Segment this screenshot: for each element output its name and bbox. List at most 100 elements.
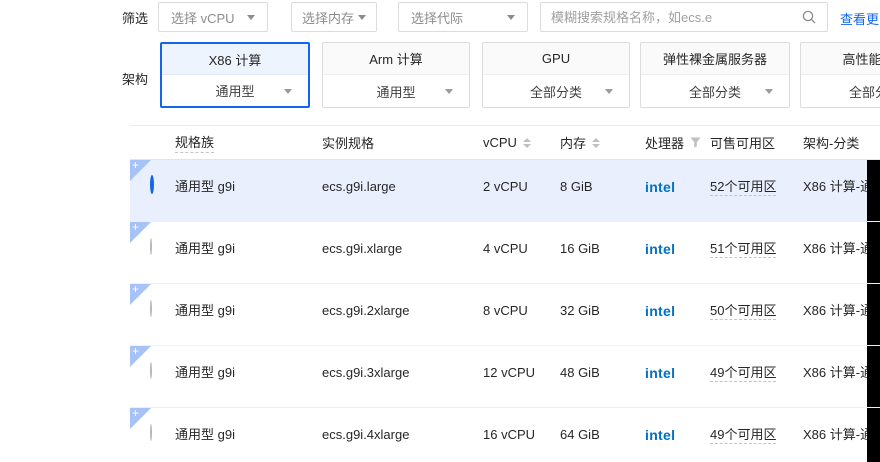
generation-filter-dropdown-label: 选择代际	[411, 10, 464, 26]
vcpu-sort-icon[interactable]	[522, 137, 531, 148]
tab-arm-compute[interactable]: Arm 计算 通用型	[322, 42, 470, 108]
cell-arch: X86 计算-通用型	[803, 365, 880, 380]
memory-filter-dropdown[interactable]: 选择内存	[291, 2, 377, 32]
table-header-row: 规格族 实例规格 vCPU 内存 处理器 可售可用区	[130, 125, 880, 160]
header-vcpu: vCPU	[483, 135, 560, 150]
cell-arch: X86 计算-通用型	[803, 427, 880, 442]
intel-logo: intel	[645, 427, 676, 443]
table-row[interactable]: + 通用型 g9i ecs.g9i.xlarge 4 vCPU 16 GiB i…	[130, 222, 880, 284]
tab-gpu[interactable]: GPU 全部分类	[482, 42, 630, 108]
tab-gpu-name: GPU	[483, 43, 629, 75]
cell-zones[interactable]: 51个可用区	[710, 241, 777, 258]
corner-ribbon	[130, 346, 151, 367]
corner-ribbon	[130, 222, 151, 243]
corner-ribbon	[130, 284, 151, 305]
plus-icon: +	[132, 346, 140, 358]
tab-bare-metal[interactable]: 弹性裸金属服务器 全部分类	[640, 42, 790, 108]
header-zones: 可售可用区	[710, 133, 803, 152]
cell-vcpu: 8 vCPU	[483, 303, 528, 318]
tab-gpu-category-dropdown[interactable]: 全部分类	[483, 75, 629, 107]
chevron-down-icon	[765, 89, 773, 94]
header-arch-label: 架构-分类	[803, 136, 860, 151]
header-zones-label: 可售可用区	[710, 136, 776, 151]
tab-arm-name: Arm 计算	[323, 43, 469, 75]
header-family-label: 规格族	[175, 132, 215, 153]
cell-spec: ecs.g9i.4xlarge	[322, 427, 410, 442]
header-arch: 架构-分类	[803, 133, 880, 152]
spec-search-box	[540, 2, 828, 32]
cell-spec: ecs.g9i.2xlarge	[322, 303, 410, 318]
cell-spec: ecs.g9i.xlarge	[322, 241, 403, 256]
memory-sort-icon[interactable]	[592, 137, 601, 148]
cell-arch: X86 计算-通用型	[803, 179, 880, 194]
tab-hpc-name: 高性能计算	[801, 43, 880, 75]
plus-icon: +	[132, 222, 140, 234]
architecture-row-label: 架构	[122, 72, 149, 87]
tab-x86-compute[interactable]: X86 计算 通用型	[160, 42, 310, 108]
table-row[interactable]: + 通用型 g9i ecs.g9i.4xlarge 16 vCPU 64 GiB…	[130, 408, 880, 462]
spec-search-input[interactable]	[551, 9, 801, 25]
row-radio[interactable]	[150, 300, 152, 317]
cell-zones[interactable]: 50个可用区	[710, 303, 777, 320]
cell-memory: 8 GiB	[560, 179, 593, 194]
header-spec: 实例规格	[322, 133, 483, 152]
cell-zones[interactable]: 49个可用区	[710, 365, 777, 382]
chevron-down-icon	[507, 14, 515, 20]
memory-filter-dropdown-label: 选择内存	[302, 10, 355, 26]
cell-zones[interactable]: 49个可用区	[710, 427, 777, 444]
view-more-link[interactable]: 查看更多	[840, 12, 880, 27]
tab-x86-category-label: 通用型	[215, 84, 255, 99]
cell-memory: 32 GiB	[560, 303, 600, 318]
cell-zones[interactable]: 52个可用区	[710, 179, 777, 196]
intel-logo: intel	[645, 241, 676, 257]
cell-family: 通用型 g9i	[175, 303, 235, 318]
table-row[interactable]: + 通用型 g9i ecs.g9i.large 2 vCPU 8 GiB int…	[130, 160, 880, 222]
cell-family: 通用型 g9i	[175, 179, 235, 194]
tab-hpc-category-label: 全部分类	[848, 84, 880, 100]
intel-logo: intel	[645, 303, 676, 319]
chevron-down-icon	[605, 89, 613, 94]
cell-vcpu: 2 vCPU	[483, 179, 528, 194]
row-radio[interactable]	[150, 424, 152, 441]
corner-ribbon	[130, 160, 151, 181]
plus-icon: +	[132, 408, 140, 420]
filter-row-label: 筛选	[122, 11, 149, 26]
plus-icon: +	[132, 284, 140, 296]
tab-arm-category-label: 通用型	[376, 84, 416, 100]
intel-logo: intel	[645, 179, 676, 195]
cell-memory: 16 GiB	[560, 241, 600, 256]
processor-filter-icon[interactable]	[690, 137, 701, 148]
tab-hpc-category-dropdown[interactable]: 全部分类	[801, 75, 880, 107]
table-row[interactable]: + 通用型 g9i ecs.g9i.3xlarge 12 vCPU 48 GiB…	[130, 346, 880, 408]
chevron-down-icon	[358, 14, 366, 20]
generation-filter-dropdown[interactable]: 选择代际	[398, 2, 528, 32]
cell-memory: 64 GiB	[560, 427, 600, 442]
table-row[interactable]: + 通用型 g9i ecs.g9i.2xlarge 8 vCPU 32 GiB …	[130, 284, 880, 346]
header-family: 规格族	[175, 132, 322, 153]
header-memory: 内存	[560, 133, 645, 152]
cell-spec: ecs.g9i.large	[322, 179, 396, 194]
header-vcpu-label: vCPU	[483, 135, 517, 150]
row-radio[interactable]	[150, 238, 152, 255]
cell-family: 通用型 g9i	[175, 427, 235, 442]
chevron-down-icon	[284, 89, 292, 94]
row-radio[interactable]	[150, 362, 152, 379]
tab-x86-name: X86 计算	[162, 44, 308, 75]
cell-vcpu: 16 vCPU	[483, 427, 536, 442]
tab-bare-metal-name: 弹性裸金属服务器	[641, 43, 789, 75]
vcpu-filter-dropdown[interactable]: 选择 vCPU	[158, 2, 268, 32]
tab-x86-category-dropdown[interactable]: 通用型	[162, 75, 308, 106]
row-radio[interactable]	[150, 175, 154, 194]
tab-hpc[interactable]: 高性能计算 全部分类	[800, 42, 880, 108]
search-icon[interactable]	[801, 9, 817, 25]
tab-bare-metal-category-dropdown[interactable]: 全部分类	[641, 75, 789, 107]
tab-bare-metal-category-label: 全部分类	[688, 84, 741, 100]
plus-icon: +	[132, 160, 140, 172]
tab-gpu-category-label: 全部分类	[529, 84, 582, 100]
header-processor-label: 处理器	[645, 136, 685, 151]
chevron-down-icon	[247, 14, 255, 20]
chevron-down-icon	[445, 89, 453, 94]
tab-arm-category-dropdown[interactable]: 通用型	[323, 75, 469, 107]
vcpu-filter-dropdown-label: 选择 vCPU	[171, 10, 235, 26]
header-memory-label: 内存	[560, 136, 587, 151]
